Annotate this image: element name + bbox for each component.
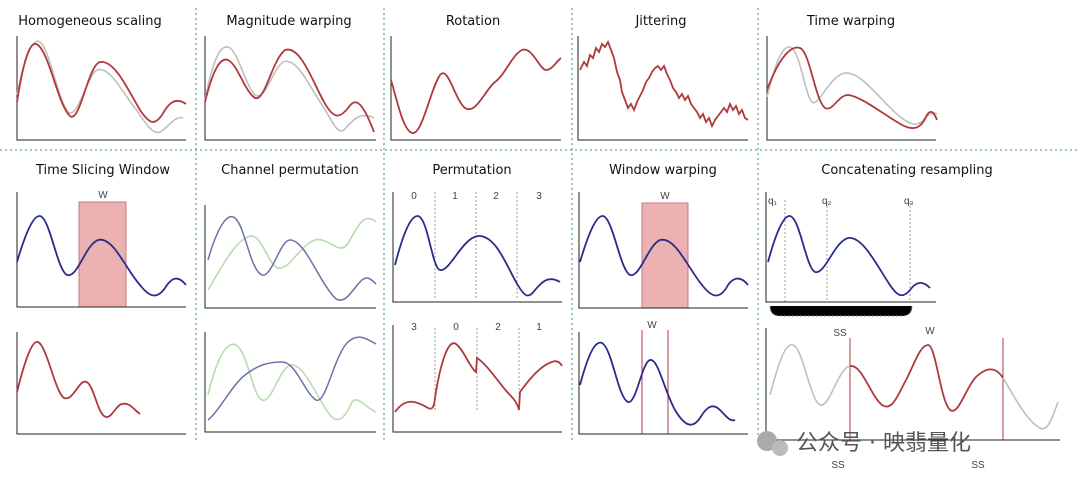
q2-label: q₂ bbox=[822, 196, 832, 207]
segment-label: 0 bbox=[453, 322, 459, 333]
segment-label: 1 bbox=[536, 322, 542, 333]
title-window-warping: Window warping bbox=[609, 163, 717, 178]
panel-jittering bbox=[577, 36, 749, 141]
panel-magnitude-warping bbox=[204, 36, 376, 141]
title-rotation: Rotation bbox=[446, 14, 500, 29]
window-label: W bbox=[925, 326, 935, 337]
panel-channel-permutation bbox=[204, 205, 377, 433]
title-jittering: Jittering bbox=[634, 14, 686, 29]
wechat-icon bbox=[757, 431, 777, 451]
panel-time-warping bbox=[766, 36, 938, 141]
grid-dividers bbox=[0, 8, 1080, 440]
panel-window-warping: W W bbox=[578, 191, 749, 435]
segment-label: 2 bbox=[495, 322, 501, 333]
segment-label: 1 bbox=[452, 191, 458, 202]
ss-label: SS bbox=[831, 460, 845, 471]
panel-permutation: 0 1 2 3 3 0 2 1 bbox=[392, 191, 563, 433]
window-highlight bbox=[641, 202, 689, 309]
q1-label: q₁ bbox=[768, 196, 778, 207]
title-concatenating-resampling: Concatenating resampling bbox=[821, 163, 992, 178]
window-label: W bbox=[647, 320, 657, 331]
watermark-text: 公众号 · 映翡量化 bbox=[796, 431, 971, 456]
panel-homogeneous-scaling bbox=[16, 36, 187, 141]
q3-label: q₃ bbox=[904, 196, 914, 207]
segment-label: 3 bbox=[411, 322, 417, 333]
ss-label: SS bbox=[971, 460, 985, 471]
panel-time-slicing-window: W bbox=[16, 190, 187, 435]
wechat-icon-bubble bbox=[772, 440, 788, 456]
title-homogeneous-scaling: Homogeneous scaling bbox=[18, 14, 162, 29]
title-permutation: Permutation bbox=[432, 163, 511, 178]
window-label: W bbox=[98, 190, 108, 201]
title-time-slicing-window: Time Slicing Window bbox=[35, 163, 170, 178]
segment-label: 3 bbox=[536, 191, 542, 202]
ss-label: SS bbox=[833, 328, 847, 339]
window-label: W bbox=[660, 191, 670, 202]
segment-label: 2 bbox=[493, 191, 499, 202]
title-channel-permutation: Channel permutation bbox=[221, 163, 359, 178]
segment-label: 0 bbox=[411, 191, 417, 202]
title-magnitude-warping: Magnitude warping bbox=[226, 14, 351, 29]
title-time-warping: Time warping bbox=[806, 14, 895, 29]
watermark: 公众号 · 映翡量化 bbox=[757, 431, 971, 456]
panel-concatenating-resampling: q₁ q₂ q₃ SS W SS SS bbox=[765, 192, 1060, 471]
panel-rotation bbox=[390, 36, 562, 141]
